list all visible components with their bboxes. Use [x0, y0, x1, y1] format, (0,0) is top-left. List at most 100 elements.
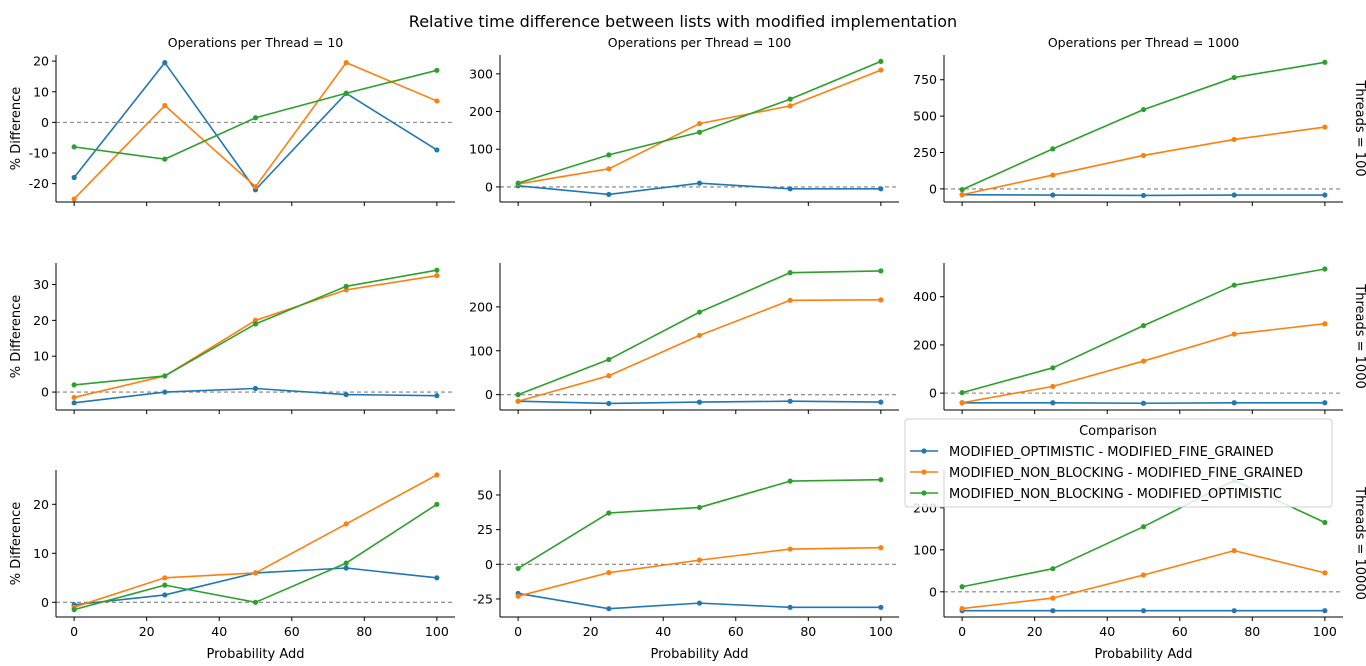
data-point-non-blocking-vs-fine-grained [253, 184, 258, 189]
data-point-non-blocking-vs-optimistic [434, 268, 439, 273]
y-tick-label: 0 [41, 385, 49, 400]
data-point-optimistic-vs-fine-grained [1141, 401, 1146, 406]
series-line-non-blocking-vs-fine-grained [74, 475, 437, 607]
data-point-non-blocking-vs-optimistic [606, 152, 611, 157]
y-tick-label: 200 [469, 104, 493, 119]
data-point-non-blocking-vs-optimistic [253, 321, 258, 326]
data-point-optimistic-vs-fine-grained [434, 393, 439, 398]
y-tick-label: 200 [913, 337, 937, 352]
legend-label: MODIFIED_OPTIMISTIC - MODIFIED_FINE_GRAI… [949, 445, 1274, 460]
legend-swatch-marker [921, 469, 926, 474]
data-point-non-blocking-vs-optimistic [1050, 566, 1055, 571]
data-point-non-blocking-vs-fine-grained [606, 166, 611, 171]
y-tick-label: 10 [33, 349, 49, 364]
series-line-optimistic-vs-fine-grained [74, 63, 437, 190]
data-point-optimistic-vs-fine-grained [1141, 193, 1146, 198]
data-point-non-blocking-vs-optimistic [1050, 365, 1055, 370]
data-point-non-blocking-vs-optimistic [1141, 323, 1146, 328]
data-point-optimistic-vs-fine-grained [1232, 192, 1237, 197]
data-point-non-blocking-vs-fine-grained [434, 273, 439, 278]
y-tick-label: 100 [469, 142, 493, 157]
y-tick-label: 750 [913, 72, 937, 87]
data-point-non-blocking-vs-fine-grained [253, 570, 258, 575]
row-title: Threads = 1000 [1352, 283, 1366, 388]
data-point-non-blocking-vs-fine-grained [606, 570, 611, 575]
data-point-optimistic-vs-fine-grained [878, 186, 883, 191]
data-point-optimistic-vs-fine-grained [697, 400, 702, 405]
x-tick-label: 60 [284, 624, 300, 639]
data-point-non-blocking-vs-fine-grained [1232, 331, 1237, 336]
data-point-optimistic-vs-fine-grained [1322, 400, 1327, 405]
data-point-non-blocking-vs-optimistic [606, 357, 611, 362]
x-axis-label: Probability Add [206, 647, 304, 661]
x-tick-label: 20 [1027, 624, 1043, 639]
legend-item: MODIFIED_NON_BLOCKING - MODIFIED_OPTIMIS… [910, 487, 1282, 502]
legend-label: MODIFIED_NON_BLOCKING - MODIFIED_OPTIMIS… [949, 487, 1282, 502]
data-point-non-blocking-vs-fine-grained [1141, 572, 1146, 577]
data-point-optimistic-vs-fine-grained [253, 386, 258, 391]
data-point-non-blocking-vs-optimistic [1232, 75, 1237, 80]
data-point-non-blocking-vs-optimistic [878, 268, 883, 273]
data-point-optimistic-vs-fine-grained [1232, 608, 1237, 613]
data-point-optimistic-vs-fine-grained [162, 60, 167, 65]
chart-title: Relative time difference between lists w… [409, 12, 957, 31]
data-point-optimistic-vs-fine-grained [788, 605, 793, 610]
data-point-non-blocking-vs-optimistic [253, 600, 258, 605]
data-point-non-blocking-vs-fine-grained [788, 546, 793, 551]
series-line-non-blocking-vs-optimistic [518, 480, 881, 569]
y-tick-label: 250 [913, 145, 937, 160]
data-point-optimistic-vs-fine-grained [878, 605, 883, 610]
data-point-non-blocking-vs-optimistic [253, 115, 258, 120]
data-point-non-blocking-vs-fine-grained [344, 60, 349, 65]
y-tick-label: 0 [485, 179, 493, 194]
data-point-non-blocking-vs-fine-grained [162, 103, 167, 108]
data-point-non-blocking-vs-fine-grained [434, 98, 439, 103]
legend-item: MODIFIED_NON_BLOCKING - MODIFIED_FINE_GR… [910, 466, 1303, 481]
column-title: Operations per Thread = 100 [608, 35, 791, 50]
x-tick-label: 80 [356, 624, 372, 639]
data-point-non-blocking-vs-optimistic [1322, 60, 1327, 65]
x-tick-label: 60 [1172, 624, 1188, 639]
data-point-non-blocking-vs-optimistic [788, 97, 793, 102]
data-point-non-blocking-vs-fine-grained [606, 373, 611, 378]
series-line-non-blocking-vs-fine-grained [518, 300, 881, 401]
data-point-optimistic-vs-fine-grained [697, 601, 702, 606]
data-point-non-blocking-vs-fine-grained [788, 298, 793, 303]
data-point-non-blocking-vs-fine-grained [1322, 570, 1327, 575]
data-point-non-blocking-vs-optimistic [878, 477, 883, 482]
data-point-optimistic-vs-fine-grained [606, 606, 611, 611]
y-axis-label: % Difference [9, 295, 24, 379]
y-tick-label: 400 [913, 289, 937, 304]
data-point-non-blocking-vs-optimistic [878, 59, 883, 64]
data-point-non-blocking-vs-fine-grained [960, 400, 965, 405]
data-point-optimistic-vs-fine-grained [606, 401, 611, 406]
data-point-optimistic-vs-fine-grained [72, 175, 77, 180]
data-point-non-blocking-vs-fine-grained [1232, 137, 1237, 142]
data-point-non-blocking-vs-fine-grained [72, 395, 77, 400]
x-tick-label: 40 [1099, 624, 1115, 639]
data-point-optimistic-vs-fine-grained [72, 400, 77, 405]
row-title: Threads = 100 [1352, 79, 1366, 176]
y-tick-label: 100 [469, 343, 493, 358]
data-point-non-blocking-vs-fine-grained [697, 333, 702, 338]
y-tick-label: 0 [485, 387, 493, 402]
data-point-non-blocking-vs-fine-grained [162, 575, 167, 580]
data-point-non-blocking-vs-optimistic [72, 382, 77, 387]
y-tick-label: 10 [33, 546, 49, 561]
y-tick-label: 25 [477, 522, 493, 537]
data-point-non-blocking-vs-optimistic [516, 392, 521, 397]
data-point-non-blocking-vs-optimistic [606, 510, 611, 515]
data-point-non-blocking-vs-optimistic [162, 373, 167, 378]
data-point-non-blocking-vs-optimistic [162, 583, 167, 588]
y-tick-label: -20 [29, 176, 49, 191]
data-point-non-blocking-vs-fine-grained [434, 472, 439, 477]
y-tick-label: 50 [477, 487, 493, 502]
data-point-non-blocking-vs-optimistic [1322, 520, 1327, 525]
y-tick-label: 20 [33, 313, 49, 328]
data-point-non-blocking-vs-optimistic [788, 478, 793, 483]
data-point-optimistic-vs-fine-grained [1050, 400, 1055, 405]
y-tick-label: 0 [41, 115, 49, 130]
legend-swatch-marker [921, 490, 926, 495]
data-point-non-blocking-vs-fine-grained [1322, 124, 1327, 129]
data-point-non-blocking-vs-optimistic [344, 284, 349, 289]
